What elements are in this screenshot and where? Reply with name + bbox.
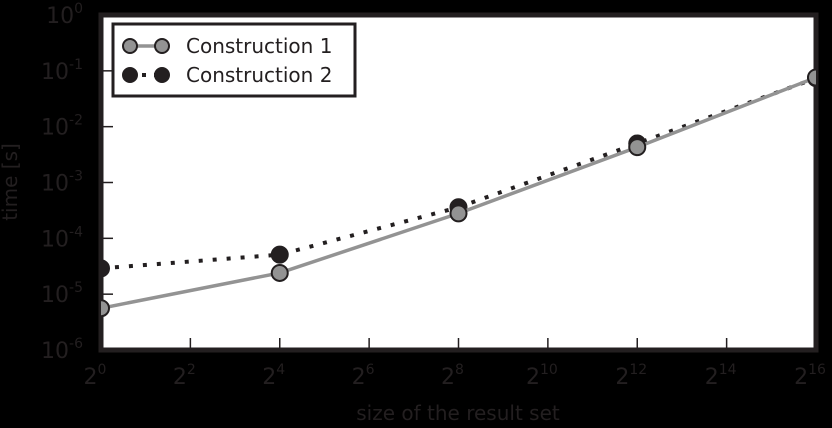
x-tick-label: 210 — [526, 362, 558, 390]
legend-marker-icon — [122, 38, 138, 54]
legend-marker-icon — [154, 67, 170, 83]
y-tick-label: 100 — [46, 1, 83, 29]
y-tick-label: 10-6 — [41, 336, 83, 364]
x-tick-label: 20 — [84, 362, 107, 390]
y-tick-label: 10-5 — [41, 280, 83, 308]
legend-marker-icon — [154, 38, 170, 54]
x-axis: 20 22 24 26 28 210 212 214 216 — [84, 338, 826, 390]
x-tick-label: 26 — [352, 362, 375, 390]
x-axis-label: size of the result set — [356, 401, 560, 424]
series-1 — [101, 68, 816, 318]
legend-box — [111, 22, 357, 98]
legend: Construction 1 Construction 2 — [111, 22, 357, 98]
legend-label: Construction 1 — [186, 34, 332, 58]
y-tick-label: 10-2 — [41, 113, 83, 141]
legend-item: Construction 1 — [122, 34, 332, 58]
data-point-marker — [628, 138, 647, 157]
x-tick-label: 216 — [794, 362, 826, 390]
x-tick-label: 28 — [441, 362, 464, 390]
x-tick-label: 24 — [262, 362, 285, 390]
data-point-marker — [270, 263, 289, 282]
data-point-marker — [101, 259, 110, 278]
y-axis-label: time [s] — [0, 143, 22, 221]
legend-marker-icon — [122, 67, 138, 83]
series-layer — [101, 68, 816, 318]
y-tick-label: 10-1 — [41, 57, 83, 85]
legend-label: Construction 2 — [186, 63, 332, 87]
y-tick-label: 10-4 — [41, 224, 83, 252]
data-point-marker — [807, 68, 816, 87]
x-tick-label: 214 — [705, 362, 737, 390]
x-tick-label: 212 — [615, 362, 647, 390]
data-point-marker — [449, 204, 468, 223]
y-axis: 100 10-1 10-2 10-3 10-4 10-5 10-6 — [41, 1, 113, 364]
legend-item: Construction 2 — [122, 63, 332, 87]
data-point-marker — [101, 299, 110, 318]
data-point-marker — [270, 245, 289, 264]
y-tick-label: 10-3 — [41, 169, 83, 197]
x-tick-label: 22 — [173, 362, 196, 390]
